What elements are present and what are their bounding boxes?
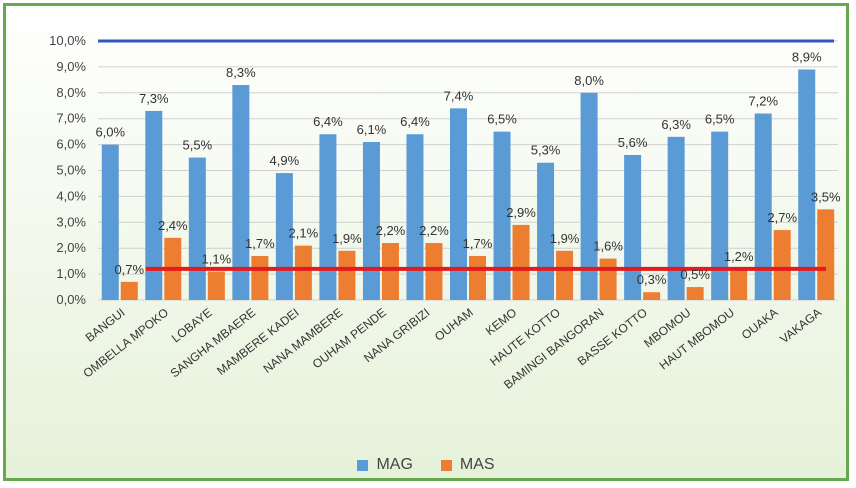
y-tick-label: 3,0% xyxy=(56,214,86,229)
bar-mag xyxy=(624,154,642,300)
y-tick-label: 4,0% xyxy=(56,188,86,203)
bar-mas xyxy=(251,255,269,300)
x-tick-label: KEMO xyxy=(483,305,519,338)
y-tick-label: 0,0% xyxy=(56,292,86,307)
data-label-mag: 8,0% xyxy=(574,73,604,88)
x-tick-label: VAKAGA xyxy=(777,305,824,346)
data-label-mas: 0,3% xyxy=(637,272,667,287)
legend: MAG MAS xyxy=(6,456,846,474)
bar-mas xyxy=(773,230,791,300)
data-label-mag: 6,3% xyxy=(661,117,691,132)
data-label-mag: 5,6% xyxy=(618,135,648,150)
legend-label-mag: MAG xyxy=(376,456,413,473)
data-label-mas: 1,6% xyxy=(593,239,623,254)
bar-mag xyxy=(667,136,685,300)
bar-mas xyxy=(686,287,704,300)
data-label-mas: 2,2% xyxy=(419,223,449,238)
bar-mag xyxy=(319,134,337,300)
data-label-mag: 6,4% xyxy=(313,114,343,129)
data-label-mag: 8,9% xyxy=(792,49,822,64)
bar-mag xyxy=(537,162,555,300)
bar-mas xyxy=(730,268,748,300)
y-tick-label: 1,0% xyxy=(56,266,86,281)
y-tick-label: 6,0% xyxy=(56,137,86,152)
data-label-mag: 6,5% xyxy=(705,112,735,127)
bar-mas xyxy=(425,243,443,300)
y-tick-label: 5,0% xyxy=(56,163,86,178)
data-label-mag: 4,9% xyxy=(270,153,300,168)
bar-chart: 0,0% 1,0% 2,0% 3,0% 4,0% 5,0% 6,0% 7,0% 8,0% 9,0%… xyxy=(49,33,841,392)
bar-mas xyxy=(381,243,399,300)
bar-mas xyxy=(512,224,530,300)
data-label-mag: 7,4% xyxy=(444,88,474,103)
legend-swatch-mag xyxy=(357,459,369,471)
bar-mas xyxy=(207,271,225,300)
data-label-mag: 5,3% xyxy=(531,143,561,158)
legend-item-mag: MAG xyxy=(357,456,413,474)
x-tick-label: OUHAM PENDE xyxy=(310,305,389,371)
y-tick-label: 9,0% xyxy=(56,59,86,74)
data-label-mas: 2,7% xyxy=(767,210,797,225)
bar-mas xyxy=(294,245,312,300)
x-tick-label: NANA MAMBERE xyxy=(260,305,345,376)
data-label-mas: 2,1% xyxy=(289,226,319,241)
bar-mag xyxy=(711,131,729,300)
bar-mag xyxy=(754,113,772,301)
bar-mas xyxy=(556,250,574,300)
bar-mag xyxy=(188,157,206,300)
data-label-mag: 6,4% xyxy=(400,114,430,129)
data-label-mag: 5,5% xyxy=(183,138,213,153)
bar-mas xyxy=(643,292,661,300)
data-label-mas: 2,9% xyxy=(506,205,536,220)
data-label-mas: 0,5% xyxy=(680,267,710,282)
data-label-mag: 6,5% xyxy=(487,112,517,127)
data-label-mag: 6,1% xyxy=(357,122,387,137)
data-label-mas: 1,2% xyxy=(724,249,754,264)
data-label-mag: 7,2% xyxy=(748,94,778,109)
bar-mag xyxy=(450,108,467,300)
data-label-mas: 1,9% xyxy=(332,231,362,246)
x-tick-label: OUAKA xyxy=(739,305,781,342)
legend-label-mas: MAS xyxy=(459,456,495,473)
bar-mag xyxy=(406,134,424,300)
data-label-mas: 1,7% xyxy=(463,236,493,251)
bar-mag xyxy=(362,142,380,300)
data-label-mas: 2,2% xyxy=(376,223,406,238)
data-label-mas: 2,4% xyxy=(158,218,188,233)
data-label-mag: 7,3% xyxy=(139,91,169,106)
bar-mag xyxy=(580,92,598,300)
bar-mas xyxy=(599,258,617,300)
legend-item-mas: MAS xyxy=(440,456,495,474)
legend-swatch-mas xyxy=(440,459,452,471)
y-tick-label: 2,0% xyxy=(56,240,86,255)
bar-mas xyxy=(120,281,138,300)
bar-mas xyxy=(817,209,835,300)
bar-mag xyxy=(232,85,250,300)
y-tick-label: 7,0% xyxy=(56,111,86,126)
data-label-mas: 1,1% xyxy=(202,252,232,267)
data-label-mas: 1,7% xyxy=(245,236,275,251)
bar-mas xyxy=(469,255,486,300)
bar-mag xyxy=(145,110,163,301)
data-label-mag: 8,3% xyxy=(226,65,256,80)
x-tick-label: HAUT MBOMOU xyxy=(657,305,737,372)
bar-mag xyxy=(493,131,511,300)
bar-mag xyxy=(101,144,119,300)
bar-mas xyxy=(338,250,356,300)
chart-frame: 0,0% 1,0% 2,0% 3,0% 4,0% 5,0% 6,0% 7,0% 8,0% 9,0%… xyxy=(3,3,849,481)
data-label-mas: 3,5% xyxy=(811,189,841,204)
y-tick-label: 10,0% xyxy=(49,33,86,48)
data-label-mas: 1,9% xyxy=(550,231,580,246)
data-label-mas: 0,7% xyxy=(114,262,144,277)
data-label-mag: 6,0% xyxy=(95,125,125,140)
y-tick-label: 8,0% xyxy=(56,85,86,100)
x-tick-label: OUHAM xyxy=(432,305,476,344)
bar-mag xyxy=(798,69,816,300)
